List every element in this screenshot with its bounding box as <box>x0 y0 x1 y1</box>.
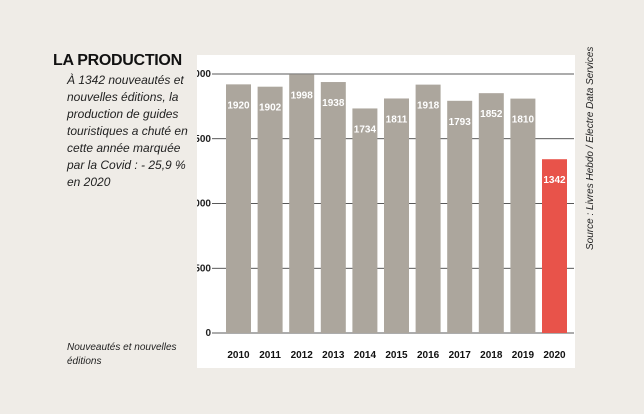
y-tick-label: 500 <box>197 263 211 274</box>
x-tick-label: 2018 <box>480 350 503 361</box>
bar <box>257 86 283 333</box>
series-note: Nouveautés et nouvelles éditions <box>67 342 177 367</box>
x-tick-label: 2020 <box>543 350 566 361</box>
bar-value-label: 1938 <box>322 98 345 109</box>
x-tick-label: 2011 <box>259 350 281 361</box>
x-tick-label: 2019 <box>512 350 535 361</box>
bar <box>447 100 473 333</box>
x-tick-label: 2012 <box>291 350 314 361</box>
x-tick-label: 2016 <box>417 350 440 361</box>
y-tick-label: 0 <box>205 328 211 339</box>
bar <box>510 98 536 333</box>
bar-chart: 0 500 1000 1500 2000 1920 2010 1902 2011 1998 2012… <box>197 69 574 361</box>
bar-value-label: 1793 <box>449 117 472 128</box>
bar <box>289 74 315 333</box>
bar <box>415 84 441 333</box>
source-note: Source : Livres Hebdo / Electre Data Ser… <box>585 46 596 250</box>
intro-text: À 1342 nouveautés et nouvelles éditions,… <box>67 73 188 189</box>
bar <box>320 82 346 334</box>
x-tick-label: 2013 <box>322 350 345 361</box>
bar-value-label: 1811 <box>386 114 408 125</box>
x-tick-label: 2017 <box>449 350 472 361</box>
y-tick-label: 1000 <box>197 199 211 210</box>
bar <box>352 108 378 334</box>
bar-value-label: 1918 <box>417 101 440 112</box>
bar-value-label: 1734 <box>354 124 377 135</box>
bar-value-label: 1810 <box>512 115 535 126</box>
y-tick-label: 2000 <box>197 69 211 80</box>
bar <box>384 98 409 333</box>
plot-panel: 0 500 1000 1500 2000 1920 2010 1902 2011 1998 2012… <box>197 55 575 368</box>
bar-value-label: 1902 <box>259 103 282 114</box>
bar <box>226 84 251 333</box>
x-tick-label: 2010 <box>227 350 250 361</box>
bar-value-label: 1342 <box>543 175 566 186</box>
x-tick-label: 2014 <box>354 350 377 361</box>
chart-title: LA PRODUCTION <box>53 52 182 69</box>
bar-value-label: 1998 <box>291 90 314 101</box>
bar-value-label: 1920 <box>227 100 250 111</box>
bar <box>478 93 504 333</box>
y-tick-label: 1500 <box>197 134 211 145</box>
bar <box>542 159 567 333</box>
bar-value-label: 1852 <box>480 109 503 120</box>
x-tick-label: 2015 <box>385 350 408 361</box>
